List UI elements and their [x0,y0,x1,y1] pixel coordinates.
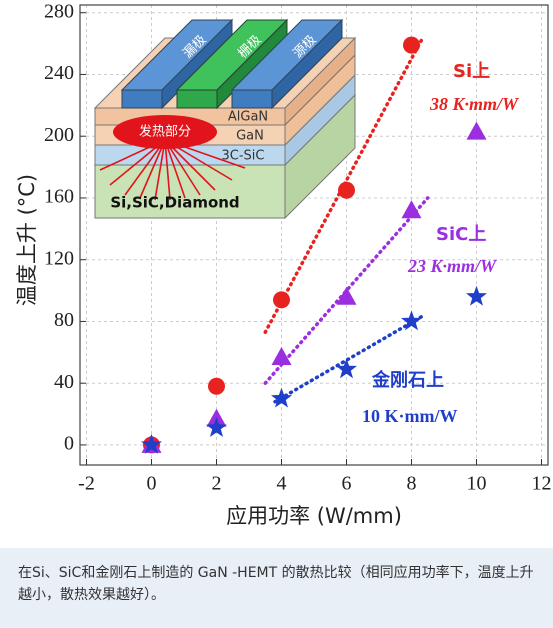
x-axis-title: 应用功率 (W/mm) [226,504,402,528]
x-tick-label: 0 [147,473,157,495]
annotation: 10 K·mm/W [362,406,458,426]
marker [141,433,162,454]
y-tick-label: 0 [64,433,74,455]
annotation: 23 K·mm/W [407,256,498,276]
marker [401,310,422,331]
fit-line [263,196,430,385]
fit-line [273,315,423,404]
marker [338,181,355,199]
annotation: SiC上 [436,224,486,245]
x-tick-label: 10 [467,473,487,495]
marker [273,291,290,309]
marker [403,36,420,54]
x-tick-label: 6 [342,473,352,495]
y-tick-label: 40 [54,371,74,393]
x-tick-label: 8 [407,473,417,495]
x-tick-label: 12 [532,473,552,495]
y-axis-title: 温度上升 (°C) [15,174,39,306]
marker [271,387,292,408]
annotation: 38 K·mm/W [429,94,520,114]
marker [466,121,487,140]
diagram-label: Si,SiC,Diamond [110,194,239,212]
fit-line [263,38,423,334]
x-tick-label: 2 [212,473,222,495]
marker [336,358,357,379]
x-tick-label: -2 [78,473,95,495]
marker [208,377,225,395]
diagram-label: 发热部分 [139,124,191,140]
marker [336,286,357,305]
device-diagram: 漏极 栅极 源极 AlGaN GaN 3C-SiC 发热部分 Si,SiC,Di… [93,18,357,220]
marker [206,417,227,437]
y-tick-label: 240 [44,62,74,84]
y-tick-label: 280 [44,0,74,22]
marker [271,346,292,365]
y-tick-label: 200 [44,124,74,146]
diagram-label: 3C-SiC [222,149,265,164]
annotation: Si上 [453,61,490,82]
y-tick-label: 80 [54,309,74,331]
caption: 在Si、SiC和金刚石上制造的 GaN -HEMT 的散热比较（相同应用功率下，… [0,548,553,628]
annotation: 金刚石上 [371,369,444,391]
diagram-label: AlGaN [228,110,268,125]
marker [401,200,422,219]
y-tick-label: 160 [44,186,74,208]
y-tick-label: 120 [44,247,74,269]
foreground: Si上 38 K·mm/W SiC上 23 K·mm/W 金刚石上 10 K·mm/W [141,36,520,454]
diagram-label: GaN [236,129,264,144]
marker [466,285,487,306]
axis-frame [79,4,549,466]
x-tick-label: 4 [277,473,287,495]
